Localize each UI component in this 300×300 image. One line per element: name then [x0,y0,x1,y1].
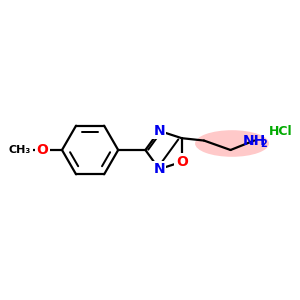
Text: O: O [176,155,188,169]
Ellipse shape [195,130,269,157]
Text: CH₃: CH₃ [9,145,31,155]
Text: N: N [154,124,165,138]
Text: HCl: HCl [269,125,292,138]
Text: 2: 2 [260,139,267,149]
Text: NH: NH [243,134,266,148]
Text: O: O [36,143,48,157]
Text: N: N [154,162,165,176]
